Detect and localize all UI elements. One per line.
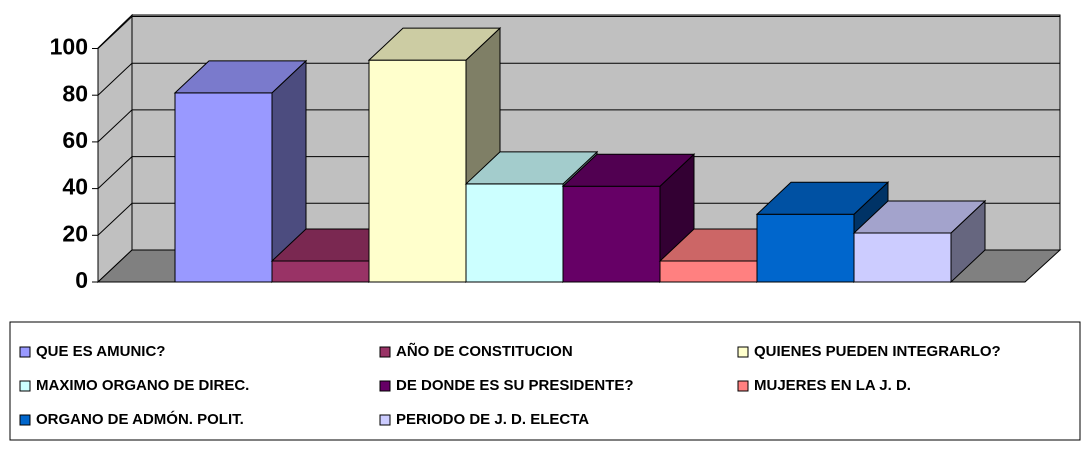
grid-line	[97, 62, 133, 96]
bar-top-shade	[175, 60, 306, 93]
grid-line	[97, 109, 133, 143]
bar-top-shade	[466, 151, 597, 184]
bar-side-shade	[272, 60, 306, 282]
bar-side-shade	[951, 200, 985, 282]
legend-label: MUJERES EN LA J. D.	[754, 377, 911, 394]
bar-top-shade	[369, 28, 500, 61]
y-tick-label: 80	[62, 80, 88, 106]
grid-line	[97, 202, 133, 236]
y-tick-label: 0	[75, 267, 88, 293]
y-tick-label: 60	[62, 127, 88, 153]
legend-swatch	[737, 380, 749, 392]
legend-swatch	[19, 414, 31, 426]
legend-swatch	[737, 346, 749, 358]
grid-line	[97, 16, 133, 49]
bar	[174, 92, 273, 283]
legend-swatch	[379, 414, 391, 426]
bar	[659, 260, 758, 283]
bar-top	[173, 60, 308, 94]
bar	[853, 232, 952, 283]
legend-swatch	[19, 346, 31, 358]
legend-label: PERIODO DE J. D. ELECTA	[396, 411, 589, 428]
bar	[562, 185, 661, 283]
bar-top	[852, 200, 987, 234]
legend-swatch	[379, 380, 391, 392]
legend-label: QUIENES PUEDEN INTEGRARLO?	[754, 343, 1001, 360]
legend-swatch	[379, 346, 391, 358]
y-tick-label: 100	[50, 34, 88, 60]
bar-top-shade	[854, 200, 985, 233]
bar	[368, 59, 467, 283]
legend-label: QUE ES AMUNIC?	[36, 343, 165, 360]
bar	[465, 183, 564, 283]
bar	[756, 213, 855, 283]
bar-top-shade	[563, 154, 694, 187]
grid-line	[97, 156, 133, 189]
legend-box	[9, 321, 1081, 441]
bar-top	[367, 27, 502, 61]
legend-label: MAXIMO ORGANO DE DIREC.	[36, 377, 249, 394]
y-tick-label: 20	[62, 220, 88, 246]
bar	[271, 260, 370, 283]
side-wall	[97, 13, 133, 284]
legend-label: AÑO DE CONSTITUCION	[396, 342, 573, 360]
legend-swatch	[19, 380, 31, 392]
y-tick-label: 40	[62, 174, 88, 200]
bar-top	[755, 181, 890, 215]
bar-top	[464, 151, 599, 185]
bar-top	[561, 153, 696, 187]
bar-top-shade	[757, 182, 888, 215]
legend-label: DE DONDE ES SU PRESIDENTE?	[396, 377, 634, 394]
legend-label: ORGANO DE ADMÓN. POLIT.	[36, 410, 244, 428]
